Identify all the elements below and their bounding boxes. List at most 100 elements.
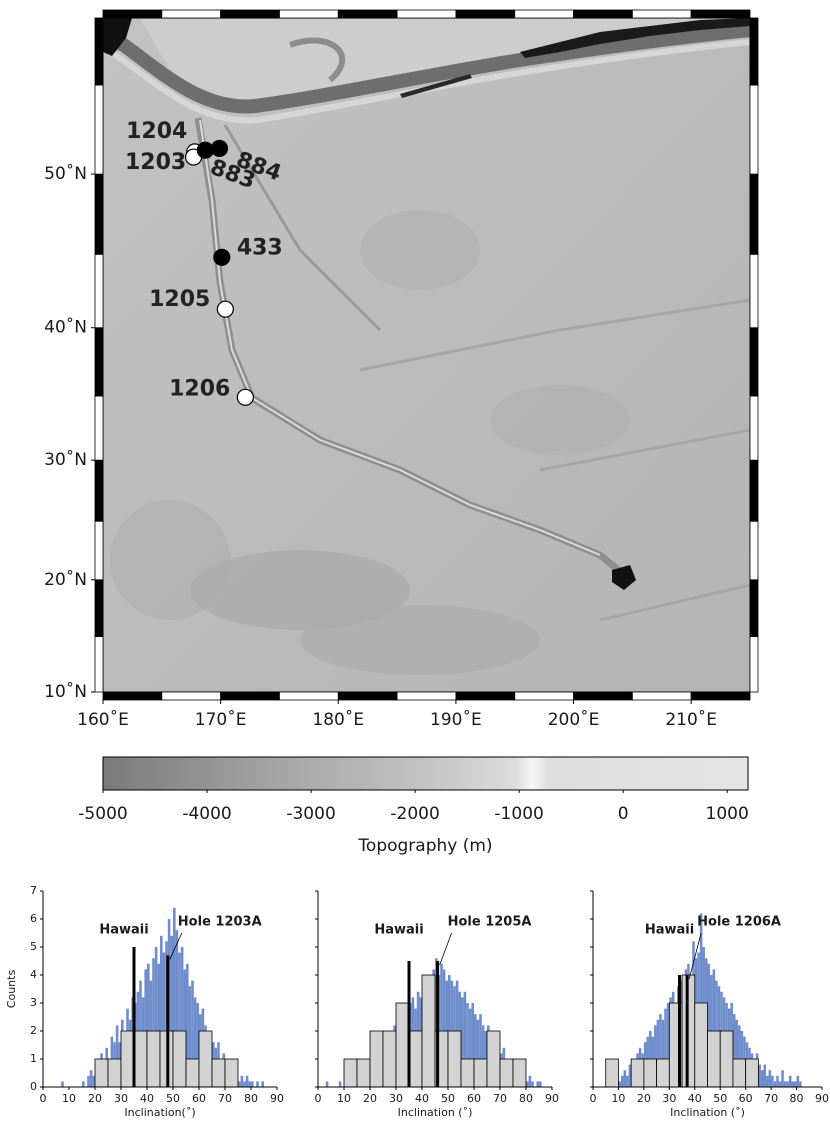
frame-bar (456, 10, 515, 18)
frame-bar (103, 10, 162, 18)
y-tick-label: 20˚N (44, 569, 87, 590)
frame-bar (632, 692, 691, 700)
x-tick-label: 0 (40, 1092, 47, 1105)
coarse-bar (631, 1059, 644, 1087)
x-tick-label: 50 (441, 1092, 455, 1105)
colorbar-tick-label: -1000 (494, 804, 543, 824)
y-tick-label: 10˚N (44, 681, 87, 702)
fine-bar (791, 1081, 794, 1087)
y-tick-label: 2 (30, 1024, 37, 1037)
frame-bar (750, 85, 758, 174)
fine-bar (799, 1081, 802, 1087)
page: 160˚E170˚E180˚E190˚E200˚E210˚E10˚N20˚N30… (0, 0, 830, 1124)
frame-bar (221, 10, 280, 18)
reference-label: Hole 1205A (448, 914, 532, 929)
y-tick-label: 3 (30, 996, 37, 1009)
coarse-bar (500, 1059, 513, 1087)
fine-bar (246, 1076, 249, 1087)
frame-bar (221, 692, 280, 700)
site-marker (214, 249, 230, 265)
figure: 160˚E170˚E180˚E190˚E200˚E210˚E10˚N20˚N30… (0, 0, 830, 1124)
site-marker (237, 389, 253, 405)
fine-bar (256, 1081, 259, 1087)
fine-bar (531, 1081, 534, 1087)
x-tick-label: 90 (815, 1092, 829, 1105)
fine-bar (771, 1076, 774, 1087)
frame-bar (95, 254, 103, 327)
frame-bar (95, 460, 103, 521)
x-tick-label: 0 (315, 1092, 322, 1105)
frame-bar (103, 692, 162, 700)
fine-bar (539, 1081, 542, 1087)
x-tick-label: 160˚E (77, 709, 129, 730)
reference-label: Hawaii (99, 923, 148, 938)
fine-bar (624, 1070, 627, 1087)
site-marker (197, 142, 213, 158)
frame-bar (750, 396, 758, 460)
frame-bar (95, 580, 103, 637)
coarse-bar (448, 1031, 461, 1087)
fine-bar (797, 1076, 800, 1087)
coarse-bar (396, 1003, 409, 1087)
x-tick-label: 70 (764, 1092, 778, 1105)
frame-bar (456, 692, 515, 700)
fine-bar (766, 1076, 769, 1087)
x-tick-label: 0 (590, 1092, 597, 1105)
x-tick-label: 60 (739, 1092, 753, 1105)
x-tick-label: 90 (545, 1092, 559, 1105)
x-tick-label: 70 (493, 1092, 507, 1105)
x-tick-label: 180˚E (312, 709, 364, 730)
x-tick-label: 50 (166, 1092, 180, 1105)
colorbar-label: Topography (m) (357, 836, 492, 856)
x-tick-label: 210˚E (665, 709, 717, 730)
reference-label: Hawaii (645, 923, 694, 938)
y-tick-label: 30˚N (44, 449, 87, 470)
coarse-bar (720, 1031, 733, 1087)
frame-bar (574, 692, 633, 700)
colorbar (103, 757, 748, 790)
x-tick-label: 30 (114, 1092, 128, 1105)
coarse-bar (733, 1059, 746, 1087)
x-tick-label: 80 (244, 1092, 258, 1105)
colorbar-tick-label: -3000 (286, 804, 335, 824)
coarse-bar (134, 1031, 147, 1087)
x-tick-label: 10 (611, 1092, 625, 1105)
x-tick-label: 170˚E (195, 709, 247, 730)
x-tick-label: 40 (688, 1092, 702, 1105)
fine-bar (241, 1076, 244, 1087)
frame-bar (95, 85, 103, 174)
coarse-bar (344, 1059, 357, 1087)
site-label: 1204 (126, 119, 187, 144)
y-tick-label: 6 (30, 912, 37, 925)
frame-bar (750, 637, 758, 692)
frame-bar (338, 10, 397, 18)
x-tick-label: 40 (415, 1092, 429, 1105)
frame-bar (691, 692, 750, 700)
frame-bar (750, 328, 758, 396)
coarse-bar (383, 1031, 396, 1087)
coarse-bar (474, 1059, 487, 1087)
x-tick-label: 200˚E (548, 709, 600, 730)
fine-bar (251, 1081, 254, 1087)
x-tick-label: 20 (637, 1092, 651, 1105)
fine-bar (769, 1070, 772, 1087)
frame-bar (162, 10, 221, 18)
frame-bar (397, 10, 456, 18)
coarse-bar (212, 1059, 225, 1087)
coarse-bar (461, 1059, 474, 1087)
x-tick-label: 80 (790, 1092, 804, 1105)
fine-bar (786, 1081, 789, 1087)
fine-bar (794, 1081, 797, 1087)
fine-bar (261, 1081, 264, 1087)
fine-bar (621, 1076, 624, 1087)
x-tick-label: 40 (140, 1092, 154, 1105)
fine-bar (529, 1076, 532, 1087)
colorbar-tick-label: 1000 (706, 804, 749, 824)
frame-bar (95, 521, 103, 580)
y-tick-label: 1 (30, 1052, 37, 1065)
reference-label: Hole 1206A (697, 914, 781, 929)
site-marker (211, 140, 227, 156)
frame-bar (515, 10, 574, 18)
frame-bar (750, 460, 758, 521)
coarse-bar (186, 1059, 199, 1087)
